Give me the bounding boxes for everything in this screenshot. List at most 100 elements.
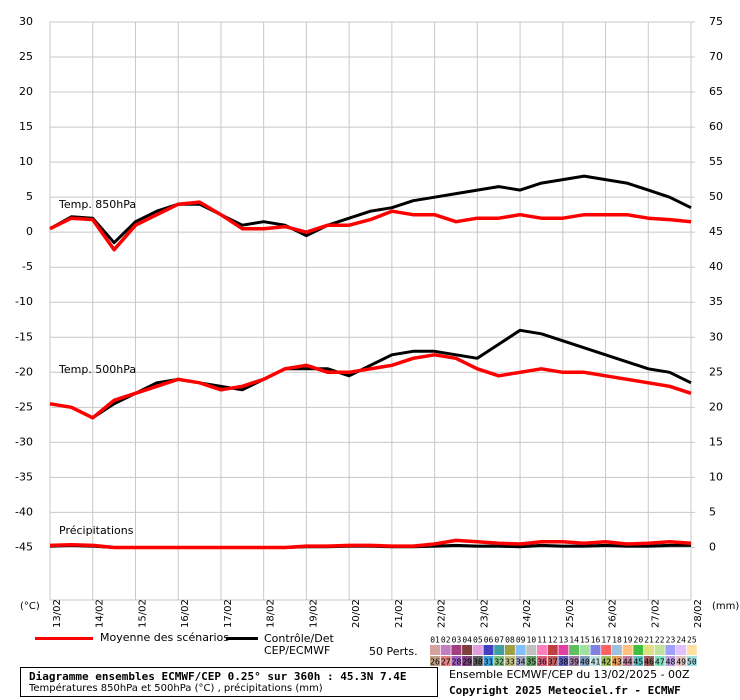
member-swatch [483,656,494,666]
member-swatch [462,645,473,655]
x-tick-label: 16/02 [180,599,191,628]
plot-frame [49,21,692,601]
member-swatch [654,656,665,666]
x-tick-label: 20/02 [351,599,362,628]
member-swatch [569,645,580,655]
member-label: 40 [580,658,590,667]
x-tick-label: 23/02 [479,599,490,628]
member-swatch [686,645,697,655]
member-label: 16 [591,636,601,645]
member-label: 44 [623,658,633,667]
member-swatch [515,656,526,666]
member-label: 01 [430,636,440,645]
y-tick-label: 5 [26,190,33,203]
member-label: 03 [452,636,462,645]
y2-tick-label: 55 [709,155,723,168]
member-label: 08 [505,636,515,645]
member-label: 18 [612,636,622,645]
member-swatch [686,656,697,666]
member-label: 50 [687,658,697,667]
member-label: 48 [666,658,676,667]
member-swatch [537,645,547,655]
member-label: 46 [644,658,654,667]
y2-tick-label: 40 [709,260,723,273]
member-swatch [569,656,580,666]
x-tick-label: 26/02 [608,599,619,628]
member-label: 27 [441,658,451,667]
x-tick-label: 13/02 [52,599,63,628]
series-line [49,353,692,420]
member-label: 07 [494,636,504,645]
legend-swatch [35,637,93,640]
y-tick-label: 0 [26,225,33,238]
member-label: 38 [559,658,569,667]
title: Diagramme ensembles ECMWF/CEP 0.25° sur … [29,670,407,683]
info-box: Diagramme ensembles ECMWF/CEP 0.25° sur … [20,667,438,697]
member-swatch [590,656,601,666]
member-label: 05 [473,636,483,645]
member-swatch [601,645,612,655]
member-swatch [504,656,515,666]
y-tick-label: 15 [19,120,33,133]
member-swatch [472,656,483,666]
copyright: Copyright 2025 Meteociel.fr - ECMWF [449,684,681,697]
y-tick-label: 20 [19,85,33,98]
member-label: 34 [516,658,526,667]
member-swatch [504,645,515,655]
y-tick-label: 10 [19,155,33,168]
y2-tick-label: 70 [709,50,723,63]
member-label: 49 [676,658,686,667]
y2-tick-label: 50 [709,190,723,203]
grid [49,21,695,601]
member-swatch [601,656,612,666]
member-label: 28 [452,658,462,667]
member-swatch [633,656,644,666]
member-swatch [537,656,547,666]
member-label: 13 [559,636,569,645]
member-label: 02 [441,636,451,645]
panel-label: Temp. 850hPa [58,198,136,211]
member-label: 41 [591,658,601,667]
x-tick-label: 25/02 [565,599,576,628]
member-label: 47 [655,658,665,667]
run-info: Ensemble ECMWF/CEP du 13/02/2025 - 00Z [449,668,690,681]
member-swatch [526,656,537,666]
x-tick-label: 22/02 [437,599,448,628]
members-label: 50 Perts. [369,645,418,658]
y2-tick-label: 15 [709,435,723,448]
member-label: 12 [548,636,558,645]
y2-tick-label: 60 [709,120,723,133]
member-label: 14 [569,636,579,645]
member-label: 25 [687,636,697,645]
y2-unit: (mm) [712,601,739,612]
member-swatch [558,656,569,666]
labels: 302520151050-5-10-15-20-25-30-35-40-4575… [15,15,739,667]
member-swatch [611,656,622,666]
member-label: 09 [516,636,526,645]
member-label: 29 [462,658,472,667]
member-swatch [622,645,633,655]
member-swatch [644,656,654,666]
member-swatch [451,645,462,655]
panel-label: Temp. 500hPa [58,363,136,376]
y2-tick-label: 30 [709,330,723,343]
member-label: 45 [634,658,644,667]
member-swatch [483,645,494,655]
y-tick-label: -15 [15,330,33,343]
member-label: 11 [537,636,547,645]
x-tick-label: 15/02 [137,599,148,628]
member-swatch [633,645,644,655]
member-label: 23 [666,636,676,645]
member-label: 39 [569,658,579,667]
legend-label: Contrôle/Det CEP/ECMWF [264,632,334,657]
y-unit: (°C) [20,601,40,612]
member-swatch [430,656,440,666]
member-swatch [579,645,590,655]
member-swatch [494,645,505,655]
y-tick-label: 30 [19,15,33,28]
member-label: 20 [634,636,644,645]
y-tick-label: -5 [22,260,33,273]
member-label: 33 [505,658,515,667]
